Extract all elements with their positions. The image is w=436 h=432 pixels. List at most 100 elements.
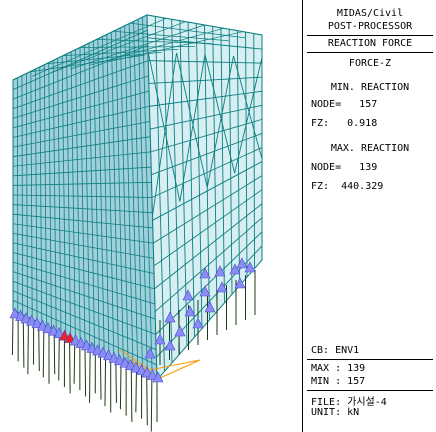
support-pile <box>73 343 76 384</box>
max-fz-value: 440.329 <box>341 181 384 192</box>
min-reaction-title: MIN. REACTION <box>330 82 410 93</box>
support-pile <box>53 334 56 375</box>
support-pile <box>130 370 133 423</box>
beam-member <box>12 204 153 214</box>
brace-member <box>176 52 208 188</box>
beam-member <box>12 271 156 320</box>
load-case: CB: ENV1 <box>311 345 360 356</box>
reaction-arrow-icon <box>164 339 176 351</box>
right-facade <box>146 14 263 382</box>
file-name: FILE: 가시설-4 <box>311 397 387 408</box>
beam-member <box>12 121 150 148</box>
beam-member <box>151 147 263 198</box>
reaction-arrow-icon <box>37 319 48 331</box>
reaction-arrow-icon <box>136 363 147 375</box>
reaction-arrow-icon <box>92 344 103 356</box>
beam-member <box>150 118 263 153</box>
beam-member <box>12 181 152 186</box>
max-reaction-title: MAX. REACTION <box>330 143 410 154</box>
model-viewport[interactable] <box>0 0 302 432</box>
reaction-arrow-icon <box>174 325 186 337</box>
beam-member <box>12 290 157 350</box>
result-info-panel: MIDAS/Civil POST-PROCESSOR REACTION FORC… <box>302 0 436 432</box>
max-node-value: 139 <box>359 162 378 173</box>
beam-member <box>12 151 151 167</box>
support-pile <box>119 365 122 410</box>
brace-member <box>206 55 234 188</box>
beam-member <box>12 242 155 274</box>
reaction-arrow-icon <box>26 314 37 326</box>
reaction-arrow-icon <box>114 354 125 366</box>
max-node-line: MAX : 139 <box>311 363 366 374</box>
reaction-arrow-icon <box>214 265 226 277</box>
beam-member <box>153 175 263 244</box>
support-pile <box>150 379 153 432</box>
beam-member <box>12 223 154 244</box>
reaction-arrow-icon <box>103 349 114 361</box>
support-pile <box>11 314 14 356</box>
beam-member <box>12 194 153 198</box>
reaction-arrow-icon <box>154 333 166 345</box>
beam-member <box>151 133 263 176</box>
min-reaction-force: FZ: 0.918 <box>311 118 377 129</box>
reaction-arrow-icon <box>204 301 216 313</box>
support-pile <box>42 329 45 378</box>
support-pile <box>58 336 60 381</box>
brace-member <box>152 52 177 216</box>
beam-member <box>12 300 157 366</box>
divider <box>307 35 433 36</box>
beam-member <box>12 45 148 100</box>
brace-member <box>147 51 181 202</box>
reaction-arrow-icon <box>86 341 98 353</box>
beam-member <box>149 90 263 107</box>
beam-member <box>148 60 263 64</box>
unit-label: UNIT: kN <box>311 407 360 418</box>
beam-member <box>153 189 263 267</box>
reaction-arrow-icon <box>70 334 81 346</box>
beam-member <box>154 217 263 312</box>
fz-label: FZ: <box>311 118 330 129</box>
reaction-arrow-icon <box>108 351 120 363</box>
reaction-arrow-icon <box>31 317 43 329</box>
node-label: NODE= <box>311 162 342 173</box>
beam-member <box>12 166 152 177</box>
reaction-arrow-icon <box>244 261 256 273</box>
reaction-arrow-icon <box>147 368 158 380</box>
divider <box>307 390 433 391</box>
min-node-value: 157 <box>359 99 378 110</box>
support-pile <box>135 372 137 413</box>
beam-member <box>12 105 150 138</box>
reaction-arrow-icon <box>184 305 196 317</box>
max-reaction-force: FZ: 440.329 <box>311 181 383 192</box>
beam-member <box>12 232 154 259</box>
min-fz-value: 0.918 <box>347 118 378 129</box>
divider <box>307 359 433 360</box>
max-reaction-arrow-icon <box>59 329 70 341</box>
beam-member <box>12 280 156 335</box>
reaction-arrow-icon <box>9 307 21 319</box>
reaction-arrow-icon <box>236 257 248 269</box>
roof-member <box>32 18 167 77</box>
support-pile <box>146 377 148 426</box>
roof-member <box>108 31 243 63</box>
support-pile <box>69 341 71 394</box>
support-pile <box>38 326 40 371</box>
max-reaction-node: NODE= 139 <box>311 162 377 173</box>
reaction-arrow-icon <box>229 263 241 275</box>
support-pile <box>27 322 29 375</box>
support-pile <box>22 319 25 368</box>
support-pile <box>99 355 102 400</box>
node-label: NODE= <box>311 99 342 110</box>
divider <box>307 52 433 53</box>
beam-member <box>12 75 149 119</box>
reaction-arrow-icon <box>81 339 92 351</box>
reaction-arrow-icon <box>125 359 136 370</box>
reaction-arrow-icon <box>164 311 176 323</box>
support-pile <box>84 348 87 397</box>
reaction-arrow-icon <box>199 267 211 279</box>
reaction-arrow-icon <box>53 327 65 338</box>
beam-member <box>12 252 155 290</box>
beam-member <box>148 76 263 84</box>
reaction-arrow-icon <box>130 361 142 373</box>
beam-member <box>12 261 156 305</box>
